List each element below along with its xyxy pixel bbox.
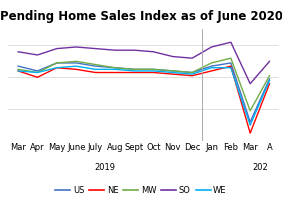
Text: 202: 202 [252,162,268,171]
Legend: US, NE, MW, SO, WE: US, NE, MW, SO, WE [52,182,230,198]
Text: 2019: 2019 [95,162,116,171]
Text: Pending Home Sales Index as of June 2020: Pending Home Sales Index as of June 2020 [0,10,282,23]
